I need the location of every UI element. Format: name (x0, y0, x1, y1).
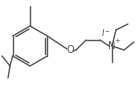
Text: N: N (108, 41, 116, 51)
Text: O: O (66, 45, 74, 55)
Text: −: − (105, 29, 109, 33)
Text: I: I (102, 30, 104, 38)
Text: +: + (114, 38, 120, 44)
